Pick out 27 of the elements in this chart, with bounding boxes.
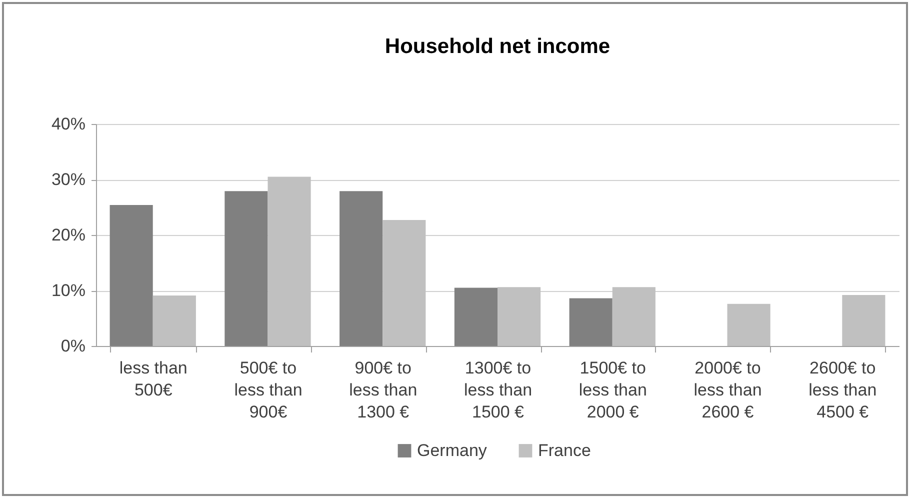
x-tick-label: less than 500€ — [119, 358, 188, 400]
bar — [842, 294, 886, 346]
bar — [454, 288, 498, 346]
bar — [569, 298, 612, 346]
x-tick-label: 500€ to less than 900€ — [234, 358, 302, 422]
bar — [268, 176, 311, 346]
bar — [498, 287, 541, 346]
bar — [727, 304, 770, 346]
y-tick-label: 40% — [51, 114, 86, 134]
y-tick-label: 20% — [51, 226, 86, 244]
bar — [224, 191, 268, 346]
bar — [382, 220, 426, 346]
x-tick-label: 900€ to less than 1300 € — [349, 358, 418, 422]
x-tick-label: 1300€ to less than 1500 € — [464, 358, 532, 422]
legend-label: Germany — [417, 440, 488, 460]
x-tick-label: 2000€ to less than 2600 € — [694, 358, 762, 422]
bar — [152, 295, 196, 346]
bar — [612, 287, 656, 346]
x-tick-label: 1500€ to less than 2000 € — [578, 358, 647, 422]
x-tick-label: 2600€ to less than 4500 € — [808, 358, 877, 422]
y-tick-label: 10% — [51, 281, 86, 300]
bar — [340, 191, 383, 346]
y-tick-label: 30% — [51, 170, 86, 189]
y-tick-label: 0% — [60, 336, 86, 356]
chart-title: Household net income — [384, 35, 610, 58]
bar — [110, 205, 153, 346]
legend-label: France — [538, 440, 591, 460]
